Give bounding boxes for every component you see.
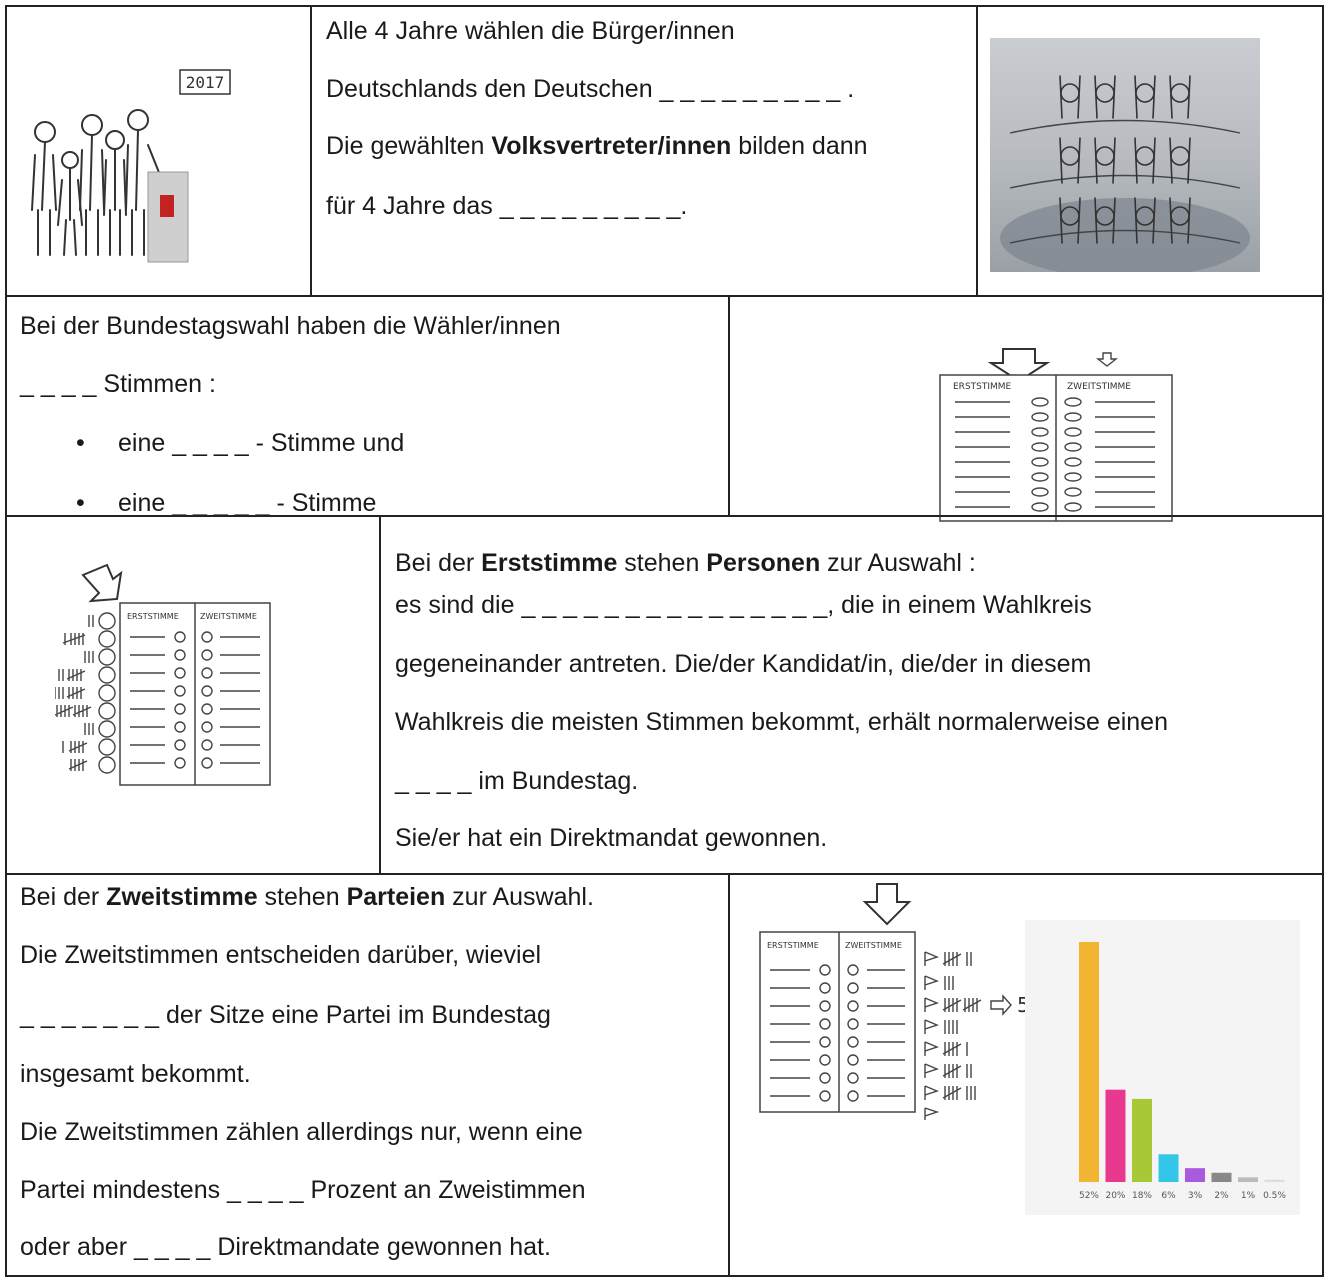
row3-line6: Sie/er hat ein Direktmandat gewonnen. [395, 824, 828, 852]
row4-image-cell [728, 873, 1324, 1277]
ballot-col2-label: ZWEITSTIMME [1067, 382, 1131, 392]
bar-label-3: 6% [1161, 1191, 1176, 1201]
row3-line2: es sind die _ _ _ _ _ _ _ _ _ _ _ _ _ _ … [395, 591, 1092, 619]
ballot-col1-label: ERSTSTIMME [953, 382, 1012, 392]
row2-line1: Bei der Bundestagswahl haben die Wähler/… [20, 312, 561, 340]
volksvertreter-bold: Volksvertreter/innen [491, 132, 732, 160]
ballot-illustration-both: ERSTSTIMME ZWEITSTIMME [939, 348, 1173, 522]
parteien-bold: Parteien [346, 883, 446, 911]
bar-label-6: 1% [1241, 1191, 1256, 1201]
row3-line3: gegeneinander antreten. Die/der Kandidat… [395, 650, 1092, 678]
ballot-illustration-second-vote: ERSTSTIMME ZWEITSTIMME 52 [759, 883, 1042, 1120]
bar-6 [1238, 1177, 1258, 1182]
erststimme-bold: Erststimme [481, 549, 618, 577]
bar-label-4: 3% [1188, 1191, 1203, 1201]
bar-5 [1211, 1172, 1232, 1182]
row2-bullet1: eine _ _ _ _ - Stimme und [76, 428, 404, 458]
row4-line7: oder aber _ _ _ _ Direktmandate gewonnen… [20, 1233, 551, 1261]
ballot3-col1-label: ERSTSTIMME [127, 612, 179, 621]
bar-label-7: 0.5% [1263, 1191, 1286, 1201]
parliament-photo [990, 38, 1260, 272]
bar-label-1: 20% [1105, 1191, 1125, 1201]
bar-3 [1158, 1154, 1179, 1182]
seat-share-bar-chart: 52% 20% 18% 6% 3% 2% 1% 0.5% [1025, 920, 1300, 1215]
year-sign-text: 2017 [186, 73, 225, 92]
bar-0 [1079, 942, 1099, 1182]
personen-bold: Personen [706, 549, 821, 577]
bar-1 [1105, 1089, 1126, 1182]
row4-line3: _ _ _ _ _ _ _ der Sitze eine Partei im B… [20, 1001, 551, 1029]
row4-line6: Partei mindestens _ _ _ _ Prozent an Zwe… [20, 1176, 586, 1204]
row1-line3: Die gewählten Volksvertreter/innen bilde… [326, 132, 868, 160]
row2-line2: _ _ _ _ Stimmen : [20, 370, 216, 398]
ballot4-col2-label: ZWEITSTIMME [845, 941, 902, 950]
bar-7 [1264, 1179, 1285, 1182]
row4-line4: insgesamt bekommt. [20, 1060, 251, 1088]
ballot4-col1-label: ERSTSTIMME [767, 941, 819, 950]
bar-label-5: 2% [1214, 1191, 1229, 1201]
ballot-illustration-first-vote: ERSTSTIMME ZWEITSTIMME [55, 563, 271, 786]
row1-line1: Alle 4 Jahre wählen die Bürger/innen [326, 17, 735, 45]
row3-line5: _ _ _ _ im Bundestag. [395, 767, 639, 795]
row2-bullet2: eine _ _ _ _ _ - Stimme [76, 488, 377, 518]
bar-2 [1132, 1098, 1152, 1182]
row3-line4: Wahlkreis die meisten Stimmen bekommt, e… [395, 708, 1168, 736]
row3-line1: Bei der Erststimme stehen Personen zur A… [395, 549, 976, 577]
row4-line5: Die Zweitstimmen zählen allerdings nur, … [20, 1118, 583, 1146]
bar-label-2: 18% [1132, 1191, 1152, 1201]
row1-line2: Deutschlands den Deutschen _ _ _ _ _ _ _… [326, 75, 855, 103]
row4-line1: Bei der Zweitstimme stehen Parteien zur … [20, 883, 594, 911]
row1-line4: für 4 Jahre das _ _ _ _ _ _ _ _ _. [326, 192, 688, 220]
voters-illustration: 2017 [31, 69, 231, 263]
bar-4 [1185, 1168, 1205, 1182]
row4-line2: Die Zweitstimmen entscheiden darüber, wi… [20, 941, 542, 969]
zweitstimme-bold: Zweitstimme [106, 883, 258, 911]
ballot3-col2-label: ZWEITSTIMME [200, 612, 257, 621]
bar-label-0: 52% [1079, 1191, 1099, 1201]
